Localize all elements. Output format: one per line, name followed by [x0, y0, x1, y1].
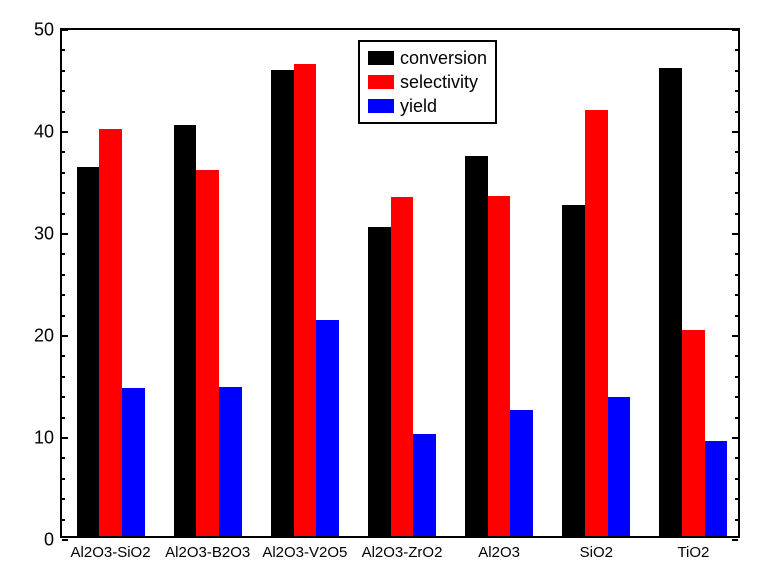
- bar-selectivity: [391, 197, 414, 536]
- ytick-major: [732, 437, 738, 439]
- bar-yield: [413, 434, 436, 536]
- legend-label: conversion: [400, 46, 487, 70]
- ytick-minor: [735, 498, 738, 500]
- ytick-minor: [62, 498, 65, 500]
- ytick-minor: [735, 478, 738, 480]
- ytick-minor: [62, 376, 65, 378]
- ytick-label: 20: [34, 326, 54, 347]
- ytick-minor: [735, 396, 738, 398]
- ytick-minor: [62, 192, 65, 194]
- bar-conversion: [77, 167, 100, 536]
- ytick-label: 10: [34, 428, 54, 449]
- legend-swatch: [368, 75, 394, 89]
- bar-selectivity: [488, 196, 511, 536]
- ytick-major: [732, 131, 738, 133]
- ytick-minor: [62, 90, 65, 92]
- bar-conversion: [368, 227, 391, 536]
- xtick-label: Al2O3-SiO2: [71, 544, 151, 561]
- ytick-minor: [62, 111, 65, 113]
- ytick-major: [62, 539, 68, 541]
- legend-swatch: [368, 51, 394, 65]
- bar-yield: [122, 388, 145, 536]
- bar-yield: [510, 410, 533, 536]
- bar-selectivity: [99, 129, 122, 536]
- ytick-major: [62, 437, 68, 439]
- ytick-major: [732, 29, 738, 31]
- ytick-label: 30: [34, 224, 54, 245]
- bar-selectivity: [196, 170, 219, 536]
- ytick-minor: [735, 519, 738, 521]
- legend-swatch: [368, 99, 394, 113]
- ytick-label: 50: [34, 20, 54, 41]
- ytick-minor: [62, 457, 65, 459]
- ytick-major: [62, 29, 68, 31]
- xtick-label: SiO2: [580, 544, 613, 561]
- legend-label: selectivity: [400, 70, 478, 94]
- legend-item-conversion: conversion: [368, 46, 487, 70]
- ytick-minor: [62, 315, 65, 317]
- bar-yield: [219, 387, 242, 536]
- bar-selectivity: [294, 64, 317, 536]
- ytick-minor: [735, 294, 738, 296]
- ytick-minor: [62, 478, 65, 480]
- ytick-major: [62, 131, 68, 133]
- bar-yield: [316, 320, 339, 536]
- bar-conversion: [465, 156, 488, 536]
- xtick-label: TiO2: [677, 544, 709, 561]
- xtick-label: Al2O3-B2O3: [165, 544, 250, 561]
- bar-yield: [608, 397, 631, 536]
- ytick-major: [62, 335, 68, 337]
- ytick-label: 40: [34, 122, 54, 143]
- ytick-minor: [62, 172, 65, 174]
- ytick-label: 0: [44, 530, 54, 551]
- ytick-minor: [62, 151, 65, 153]
- ytick-minor: [735, 172, 738, 174]
- ytick-minor: [735, 417, 738, 419]
- chart-container: 0 10 20 30 40 50 Al2O3-SiO2 Al2O3-B2O3 Al2O3-V2O…: [0, 0, 762, 577]
- bar-conversion: [271, 70, 294, 536]
- ytick-minor: [62, 274, 65, 276]
- ytick-minor: [62, 519, 65, 521]
- bar-conversion: [562, 205, 585, 537]
- legend-item-yield: yield: [368, 94, 487, 118]
- legend-label: yield: [400, 94, 437, 118]
- bar-selectivity: [585, 110, 608, 536]
- ytick-minor: [735, 457, 738, 459]
- ytick-minor: [62, 396, 65, 398]
- bar-selectivity: [682, 330, 705, 536]
- ytick-minor: [735, 90, 738, 92]
- ytick-major: [62, 233, 68, 235]
- xtick-label: Al2O3-ZrO2: [362, 544, 443, 561]
- ytick-minor: [62, 294, 65, 296]
- ytick-major: [732, 539, 738, 541]
- ytick-minor: [62, 417, 65, 419]
- bar-yield: [705, 441, 728, 536]
- ytick-minor: [62, 70, 65, 72]
- ytick-minor: [735, 192, 738, 194]
- ytick-major: [732, 233, 738, 235]
- ytick-minor: [735, 213, 738, 215]
- bar-conversion: [174, 125, 197, 536]
- ytick-minor: [62, 49, 65, 51]
- ytick-minor: [735, 315, 738, 317]
- ytick-minor: [735, 49, 738, 51]
- ytick-minor: [735, 151, 738, 153]
- bar-conversion: [659, 68, 682, 536]
- ytick-minor: [735, 253, 738, 255]
- ytick-minor: [735, 274, 738, 276]
- ytick-minor: [735, 111, 738, 113]
- xtick-label: Al2O3-V2O5: [262, 544, 347, 561]
- ytick-minor: [735, 376, 738, 378]
- ytick-minor: [735, 70, 738, 72]
- ytick-major: [732, 335, 738, 337]
- ytick-minor: [62, 213, 65, 215]
- ytick-minor: [62, 253, 65, 255]
- xtick-label: Al2O3: [478, 544, 520, 561]
- ytick-minor: [62, 355, 65, 357]
- ytick-minor: [735, 355, 738, 357]
- legend-item-selectivity: selectivity: [368, 70, 487, 94]
- legend: conversion selectivity yield: [358, 40, 497, 124]
